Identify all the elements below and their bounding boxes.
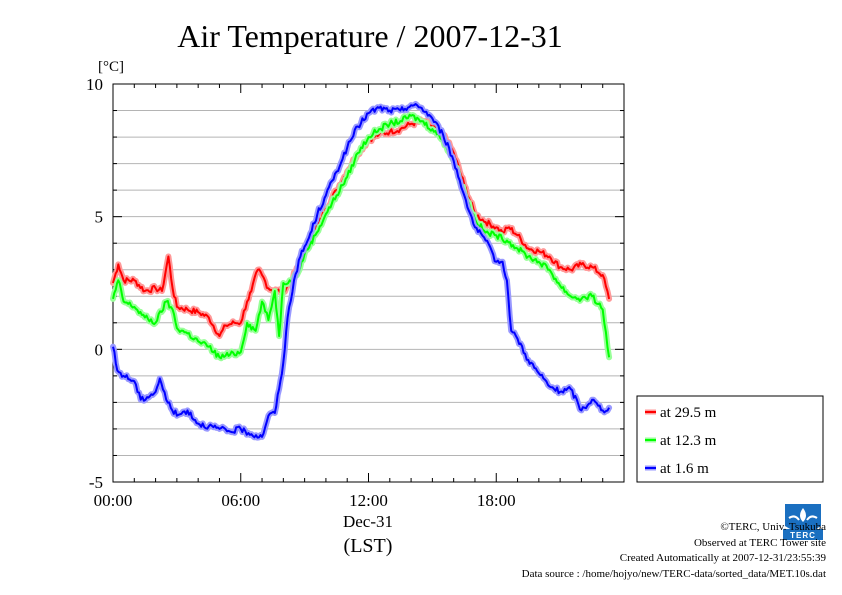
legend: at 29.5 m at 12.3 m at 1.6 m xyxy=(636,395,824,483)
terc-logo: TERC xyxy=(783,502,823,540)
x-axis-date-label: Dec-31 xyxy=(343,512,393,531)
y-axis-unit-label: [°C] xyxy=(98,59,124,75)
tick-labels: 00:00 06:00 12:00 18:00 -5 0 5 10 xyxy=(86,75,516,510)
legend-box xyxy=(636,395,824,483)
x-axis-label: (LST) xyxy=(344,535,393,557)
series-layer xyxy=(110,101,613,441)
chart-title: Air Temperature / 2007-12-31 xyxy=(177,18,563,54)
y-tick-label: 0 xyxy=(95,340,104,359)
series-halo-1 xyxy=(110,111,613,362)
y-tick-label: 10 xyxy=(86,75,103,94)
x-tick-label: 00:00 xyxy=(94,491,133,510)
legend-label: at 1.6 m xyxy=(660,461,709,477)
observed-text: Observed at TERC Tower site xyxy=(693,536,826,549)
x-tick-label: 06:00 xyxy=(221,491,260,510)
created-text: Created Automatically at 2007-12-31/23:5… xyxy=(619,552,826,564)
x-tick-label: 12:00 xyxy=(349,491,388,510)
legend-label: at 29.5 m xyxy=(660,405,717,421)
terc-logo-text: TERC xyxy=(790,531,816,540)
x-tick-label: 18:00 xyxy=(477,491,516,510)
series-line-2 xyxy=(112,103,610,439)
axis-ticks xyxy=(112,83,625,483)
copyright-text: ©TERC, Univ. Tsukuba xyxy=(720,521,826,533)
legend-label: at 12.3 m xyxy=(660,433,717,449)
series-line-1 xyxy=(112,113,611,360)
grid-lines xyxy=(113,110,624,456)
data-source-text: Data source : /home/hojyo/new/TERC-data/… xyxy=(521,567,826,580)
y-tick-label: -5 xyxy=(89,473,103,492)
credits: ©TERC, Univ. Tsukuba Observed at TERC To… xyxy=(522,520,826,582)
y-tick-label: 5 xyxy=(95,208,104,227)
